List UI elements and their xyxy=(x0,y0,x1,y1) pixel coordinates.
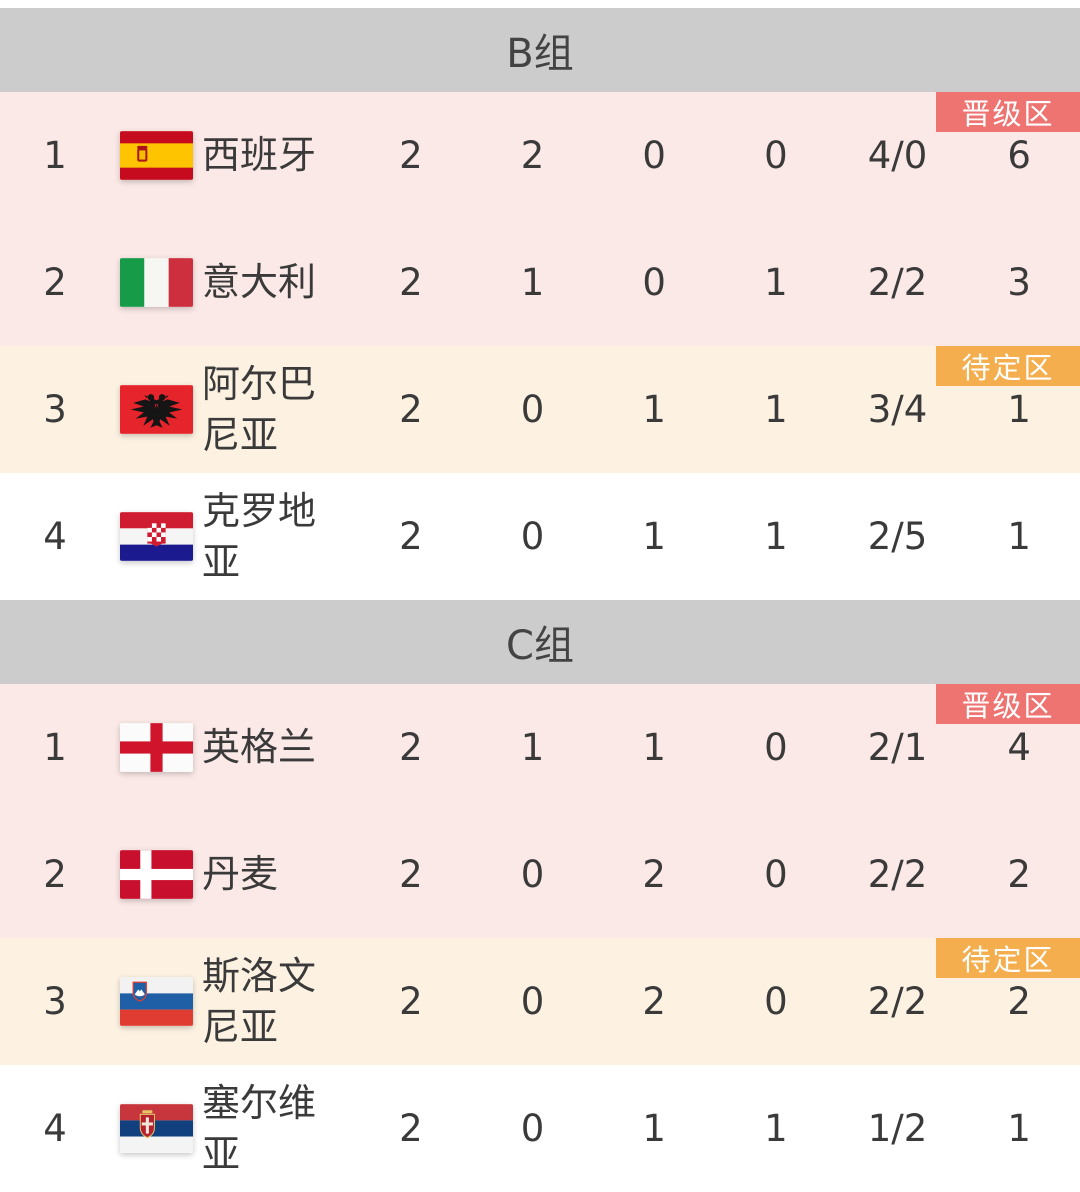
team-name[interactable]: 西班牙 xyxy=(202,133,317,178)
team-row[interactable]: 4 塞尔维亚 2 0 1 1 1/2 1 xyxy=(0,1065,1080,1192)
stat-won: 0 xyxy=(520,515,545,558)
albania-flag xyxy=(110,385,202,434)
stat-points: 1 xyxy=(1007,1107,1031,1150)
team-row[interactable]: 2 丹麦 2 0 2 0 2/2 2 xyxy=(0,811,1080,938)
stat-won: 0 xyxy=(520,388,545,431)
rank-number: 1 xyxy=(43,134,67,177)
team-row[interactable]: 晋级区 1 英格兰 2 1 1 0 2/1 4 xyxy=(0,684,1080,811)
stat-lost: 1 xyxy=(764,515,788,558)
stat-points: 3 xyxy=(1007,261,1031,304)
stat-points: 2 xyxy=(1007,980,1031,1023)
stat-points: 1 xyxy=(1007,515,1031,558)
stat-won: 0 xyxy=(520,980,545,1023)
denmark-flag xyxy=(110,850,202,899)
stat-drawn: 1 xyxy=(642,1107,666,1150)
rank-number: 3 xyxy=(43,388,67,431)
stat-lost: 0 xyxy=(764,980,788,1023)
stat-points: 1 xyxy=(1007,388,1031,431)
stat-goals: 3/4 xyxy=(867,388,928,431)
stat-drawn: 1 xyxy=(642,388,666,431)
team-name[interactable]: 阿尔巴尼亚 xyxy=(202,362,317,457)
group-header: B组 xyxy=(0,8,1080,92)
stat-won: 1 xyxy=(520,726,545,769)
zone-badge: 待定区 xyxy=(936,346,1080,386)
stat-played: 2 xyxy=(399,853,423,896)
rank-number: 1 xyxy=(43,726,67,769)
stat-points: 6 xyxy=(1007,134,1031,177)
team-row[interactable]: 2 意大利 2 1 0 1 2/2 3 xyxy=(0,219,1080,346)
rank-number: 3 xyxy=(43,980,67,1023)
team-name[interactable]: 英格兰 xyxy=(202,725,317,770)
stat-won: 2 xyxy=(520,134,545,177)
stat-won: 1 xyxy=(520,261,545,304)
team-name[interactable]: 塞尔维亚 xyxy=(202,1081,317,1176)
slovenia-flag xyxy=(110,977,202,1026)
stat-won: 0 xyxy=(520,1107,545,1150)
stat-drawn: 0 xyxy=(642,134,666,177)
team-row[interactable]: 4 克罗地亚 2 0 1 1 2/5 1 xyxy=(0,473,1080,600)
stat-goals: 4/0 xyxy=(867,134,928,177)
zone-badge: 晋级区 xyxy=(936,684,1080,724)
croatia-flag xyxy=(110,512,202,561)
stat-lost: 1 xyxy=(764,1107,788,1150)
stat-played: 2 xyxy=(399,261,423,304)
team-name[interactable]: 克罗地亚 xyxy=(202,489,317,584)
stat-won: 0 xyxy=(520,853,545,896)
rank-number: 2 xyxy=(43,261,67,304)
stat-points: 4 xyxy=(1007,726,1031,769)
stat-goals: 2/2 xyxy=(867,980,928,1023)
stat-played: 2 xyxy=(399,726,423,769)
stat-lost: 1 xyxy=(764,261,788,304)
stat-drawn: 0 xyxy=(642,261,666,304)
stat-goals: 2/2 xyxy=(867,261,928,304)
stat-played: 2 xyxy=(399,388,423,431)
team-name[interactable]: 丹麦 xyxy=(202,852,279,897)
standings-table: B组 晋级区 1 西班牙 2 2 0 0 4/0 6 2 意大利 2 1 0 1 2/2 3 待定区 3 阿尔巴尼亚 2 0… xyxy=(0,8,1080,1192)
stat-drawn: 2 xyxy=(642,980,666,1023)
team-name[interactable]: 斯洛文尼亚 xyxy=(202,954,317,1049)
team-row[interactable]: 晋级区 1 西班牙 2 2 0 0 4/0 6 xyxy=(0,92,1080,219)
team-name[interactable]: 意大利 xyxy=(202,260,317,305)
serbia-flag xyxy=(110,1104,202,1153)
stat-goals: 2/1 xyxy=(867,726,928,769)
stat-lost: 0 xyxy=(764,853,788,896)
stat-goals: 1/2 xyxy=(867,1107,928,1150)
group-header: C组 xyxy=(0,600,1080,684)
stat-drawn: 1 xyxy=(642,515,666,558)
stat-lost: 0 xyxy=(764,726,788,769)
stat-lost: 1 xyxy=(764,388,788,431)
stat-played: 2 xyxy=(399,980,423,1023)
stat-points: 2 xyxy=(1007,853,1031,896)
team-row[interactable]: 待定区 3 阿尔巴尼亚 2 0 1 1 3/4 1 xyxy=(0,346,1080,473)
team-row[interactable]: 待定区 3 斯洛文尼亚 2 0 2 0 2/2 2 xyxy=(0,938,1080,1065)
spain-flag xyxy=(110,131,202,180)
stat-played: 2 xyxy=(399,515,423,558)
stat-played: 2 xyxy=(399,1107,423,1150)
stat-drawn: 1 xyxy=(642,726,666,769)
stat-goals: 2/5 xyxy=(867,515,928,558)
england-flag xyxy=(110,723,202,772)
stat-drawn: 2 xyxy=(642,853,666,896)
rank-number: 2 xyxy=(43,853,67,896)
italy-flag xyxy=(110,258,202,307)
zone-badge: 晋级区 xyxy=(936,92,1080,132)
rank-number: 4 xyxy=(43,515,67,558)
top-strip xyxy=(0,0,1080,8)
rank-number: 4 xyxy=(43,1107,67,1150)
stat-lost: 0 xyxy=(764,134,788,177)
zone-badge: 待定区 xyxy=(936,938,1080,978)
stat-goals: 2/2 xyxy=(867,853,928,896)
stat-played: 2 xyxy=(399,134,423,177)
